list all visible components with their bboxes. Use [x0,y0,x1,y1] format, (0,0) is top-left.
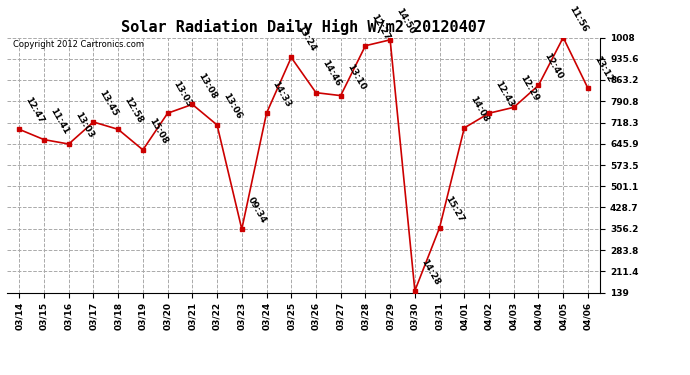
Text: 12:29: 12:29 [518,74,540,103]
Text: 12:43: 12:43 [493,80,515,109]
Text: 11:56: 11:56 [567,4,589,33]
Text: 13:10: 13:10 [345,62,367,92]
Text: 12:40: 12:40 [542,52,564,81]
Text: 11:41: 11:41 [48,106,70,135]
Text: Copyright 2012 Cartronics.com: Copyright 2012 Cartronics.com [13,40,144,49]
Text: 15:08: 15:08 [147,117,169,146]
Text: 13:08: 13:08 [197,71,219,100]
Text: 13:06: 13:06 [221,92,244,121]
Text: 13:24: 13:24 [295,24,317,53]
Text: 13:03: 13:03 [172,80,194,109]
Text: 14:28: 14:28 [419,257,441,286]
Text: 12:58: 12:58 [122,96,144,125]
Text: 14:46: 14:46 [320,59,342,88]
Text: 14:50: 14:50 [394,6,416,36]
Text: 14:33: 14:33 [270,80,293,109]
Text: 13:03: 13:03 [73,111,95,140]
Text: 09:34: 09:34 [246,195,268,225]
Text: 14:08: 14:08 [469,94,491,124]
Text: 13:45: 13:45 [97,88,120,118]
Title: Solar Radiation Daily High W/m2 20120407: Solar Radiation Daily High W/m2 20120407 [121,19,486,35]
Text: 12:27: 12:27 [370,12,392,42]
Text: 12:47: 12:47 [23,96,46,125]
Text: 13:12: 13:12 [592,55,614,84]
Text: 15:27: 15:27 [444,194,466,224]
